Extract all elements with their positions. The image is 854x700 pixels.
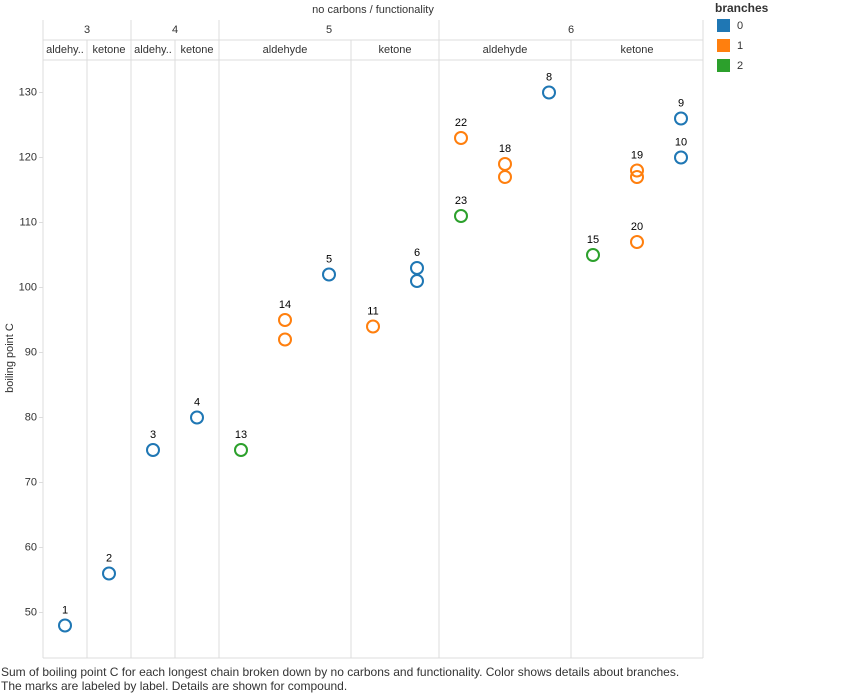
point-label: 15	[587, 234, 599, 246]
point	[190, 410, 204, 425]
y-tick-label: 60	[25, 541, 37, 553]
point	[410, 274, 424, 288]
chart-title: no carbons / functionality	[312, 4, 434, 16]
y-tick-label: 70	[25, 476, 37, 488]
point-label: 5	[326, 253, 332, 265]
point-label: 9	[678, 97, 684, 109]
point	[630, 170, 644, 184]
point	[454, 209, 468, 223]
legend-swatch	[717, 59, 730, 72]
pane-header: aldehy..	[46, 44, 84, 56]
point	[278, 313, 292, 327]
point-label: 8	[546, 71, 552, 83]
group-header: 5	[326, 24, 332, 36]
point	[498, 170, 512, 184]
point-label: 1	[62, 604, 68, 616]
point-label: 19	[631, 149, 643, 161]
point-label: 3	[150, 429, 156, 441]
point	[410, 261, 424, 275]
y-tick-label: 80	[25, 411, 37, 423]
point-label: 14	[279, 299, 291, 311]
pane-header: aldehyde	[483, 44, 528, 56]
point	[102, 566, 116, 581]
group-header: 3	[84, 24, 90, 36]
point	[146, 443, 160, 457]
y-tick-label: 90	[25, 346, 37, 358]
pane-header: aldehy..	[134, 44, 172, 56]
legend-title: branches	[715, 1, 769, 15]
point	[454, 131, 468, 145]
point	[674, 150, 688, 165]
group-header: 4	[172, 24, 178, 36]
y-tick-label: 120	[19, 151, 37, 163]
point	[586, 248, 600, 262]
point-label: 13	[235, 429, 247, 441]
pane-header: ketone	[92, 44, 125, 56]
y-tick-label: 110	[19, 216, 37, 228]
point-label: 2	[106, 552, 112, 564]
y-tick-label: 50	[25, 606, 37, 618]
group-header: 6	[568, 24, 574, 36]
legend-label: 0	[737, 20, 743, 32]
point-label: 6	[414, 247, 420, 259]
point	[366, 319, 380, 334]
point-label: 23	[455, 195, 467, 207]
legend-swatch	[717, 39, 730, 52]
caption: The marks are labeled by label. Details …	[1, 679, 347, 693]
point	[322, 267, 336, 282]
pane-header: ketone	[378, 44, 411, 56]
point-label: 18	[499, 143, 511, 155]
point	[58, 618, 72, 633]
point-label: 11	[367, 305, 378, 317]
y-tick-label: 130	[19, 86, 37, 98]
point	[630, 235, 644, 249]
point	[234, 443, 248, 457]
point	[674, 111, 688, 126]
y-axis-label: boiling point C	[4, 323, 16, 393]
point-label: 20	[631, 221, 643, 233]
caption: Sum of boiling point C for each longest …	[1, 665, 679, 679]
legend-swatch	[717, 19, 730, 32]
point	[498, 157, 512, 171]
pane-header: ketone	[620, 44, 653, 56]
point	[630, 163, 644, 178]
pane-header: ketone	[180, 44, 213, 56]
y-tick-label: 100	[19, 281, 37, 293]
legend-label: 2	[737, 60, 743, 72]
point-label: 4	[194, 396, 200, 408]
point	[542, 85, 556, 100]
point-label: 22	[455, 117, 467, 129]
legend-label: 1	[737, 40, 743, 52]
point-label: 10	[675, 136, 687, 148]
point	[278, 332, 292, 347]
pane-header: aldehyde	[263, 44, 308, 56]
